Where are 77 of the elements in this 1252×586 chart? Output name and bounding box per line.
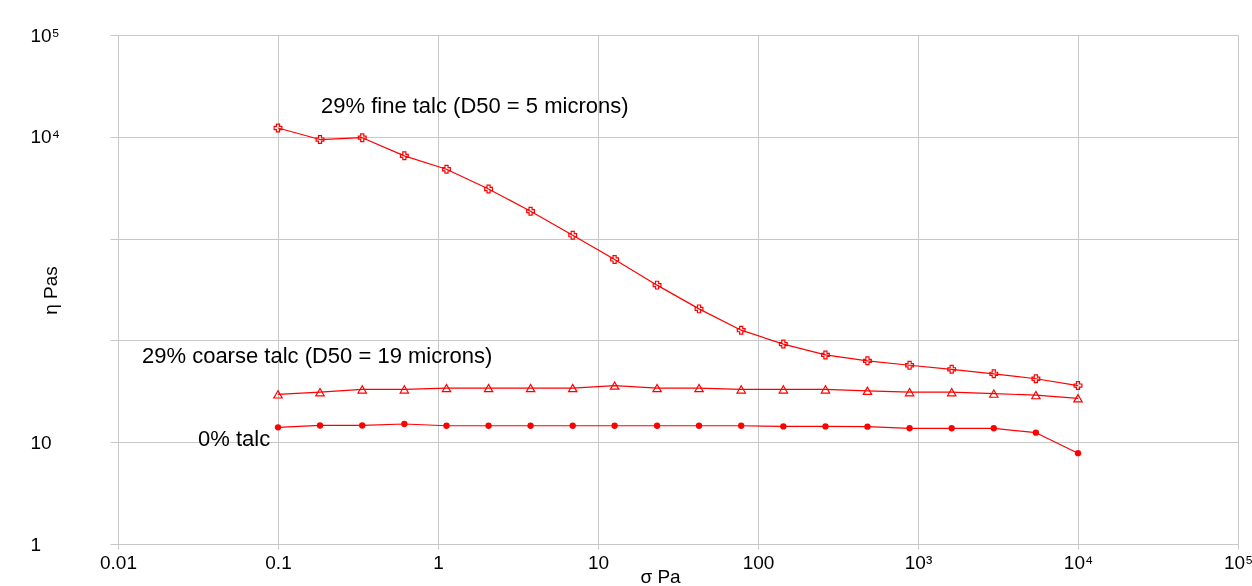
- point: [609, 381, 620, 390]
- point: [484, 184, 494, 194]
- x-tick-label: 1: [433, 551, 444, 573]
- point: [526, 206, 536, 216]
- point: [485, 422, 492, 429]
- point: [1031, 390, 1041, 400]
- point: [947, 364, 957, 374]
- point: [862, 386, 873, 395]
- point: [820, 350, 830, 360]
- point: [316, 422, 324, 429]
- x-tick-label: 10⁵: [1223, 551, 1252, 573]
- point: [904, 387, 915, 397]
- y-axis-title: η Pas: [39, 266, 61, 315]
- series-label: 0% talc: [198, 426, 271, 452]
- point: [569, 422, 576, 429]
- point: [274, 424, 282, 431]
- point: [653, 422, 661, 429]
- x-tick-label: 100: [742, 551, 775, 573]
- point: [359, 422, 366, 429]
- point: [822, 423, 829, 430]
- point: [357, 133, 367, 143]
- point: [273, 390, 283, 399]
- x-axis-title: σ Pa: [640, 565, 682, 586]
- point: [906, 425, 913, 432]
- point: [525, 383, 536, 393]
- point: [905, 360, 915, 370]
- point: [820, 385, 831, 394]
- series-label: 29% coarse talc (D50 = 19 microns): [142, 343, 493, 369]
- x-tick-label: 0.1: [265, 551, 292, 573]
- point: [778, 339, 788, 349]
- point: [948, 425, 955, 432]
- point: [1073, 394, 1083, 403]
- point: [695, 422, 703, 429]
- y-tick-label: 10⁴: [30, 126, 60, 148]
- point: [399, 385, 410, 394]
- y-tick-label: 10⁵: [30, 24, 60, 46]
- point: [273, 123, 283, 133]
- point: [568, 230, 578, 240]
- point: [780, 423, 787, 430]
- series-label: 29% fine talc (D50 = 5 microns): [321, 93, 629, 119]
- point: [736, 385, 746, 394]
- point: [399, 151, 409, 161]
- y-tick-label: 10: [30, 431, 52, 453]
- point: [694, 383, 704, 393]
- point: [1032, 429, 1040, 436]
- point: [862, 356, 872, 366]
- point: [1073, 381, 1083, 391]
- point: [442, 164, 451, 174]
- point: [736, 325, 746, 335]
- point: [527, 422, 534, 429]
- point: [443, 422, 450, 429]
- point: [610, 254, 620, 264]
- point: [483, 383, 494, 393]
- y-tick-label: 1: [30, 533, 42, 555]
- point: [946, 387, 957, 397]
- x-tick-label: 0.01: [100, 551, 137, 573]
- point: [652, 280, 662, 290]
- point: [989, 369, 999, 379]
- point: [778, 385, 789, 394]
- point: [357, 385, 367, 394]
- point: [1074, 450, 1082, 457]
- x-tick-label: 10⁴: [1063, 551, 1094, 573]
- point: [441, 383, 452, 393]
- point: [864, 423, 871, 430]
- point: [694, 304, 704, 314]
- point: [567, 383, 578, 393]
- point: [652, 383, 662, 393]
- point: [611, 422, 618, 429]
- point: [315, 135, 325, 145]
- x-tick-label: 10³: [904, 551, 933, 573]
- point: [990, 425, 997, 432]
- point: [401, 420, 408, 428]
- point: [989, 389, 999, 398]
- point: [1031, 374, 1041, 384]
- x-tick-label: 10: [587, 551, 610, 573]
- point: [738, 422, 745, 429]
- point: [315, 387, 325, 397]
